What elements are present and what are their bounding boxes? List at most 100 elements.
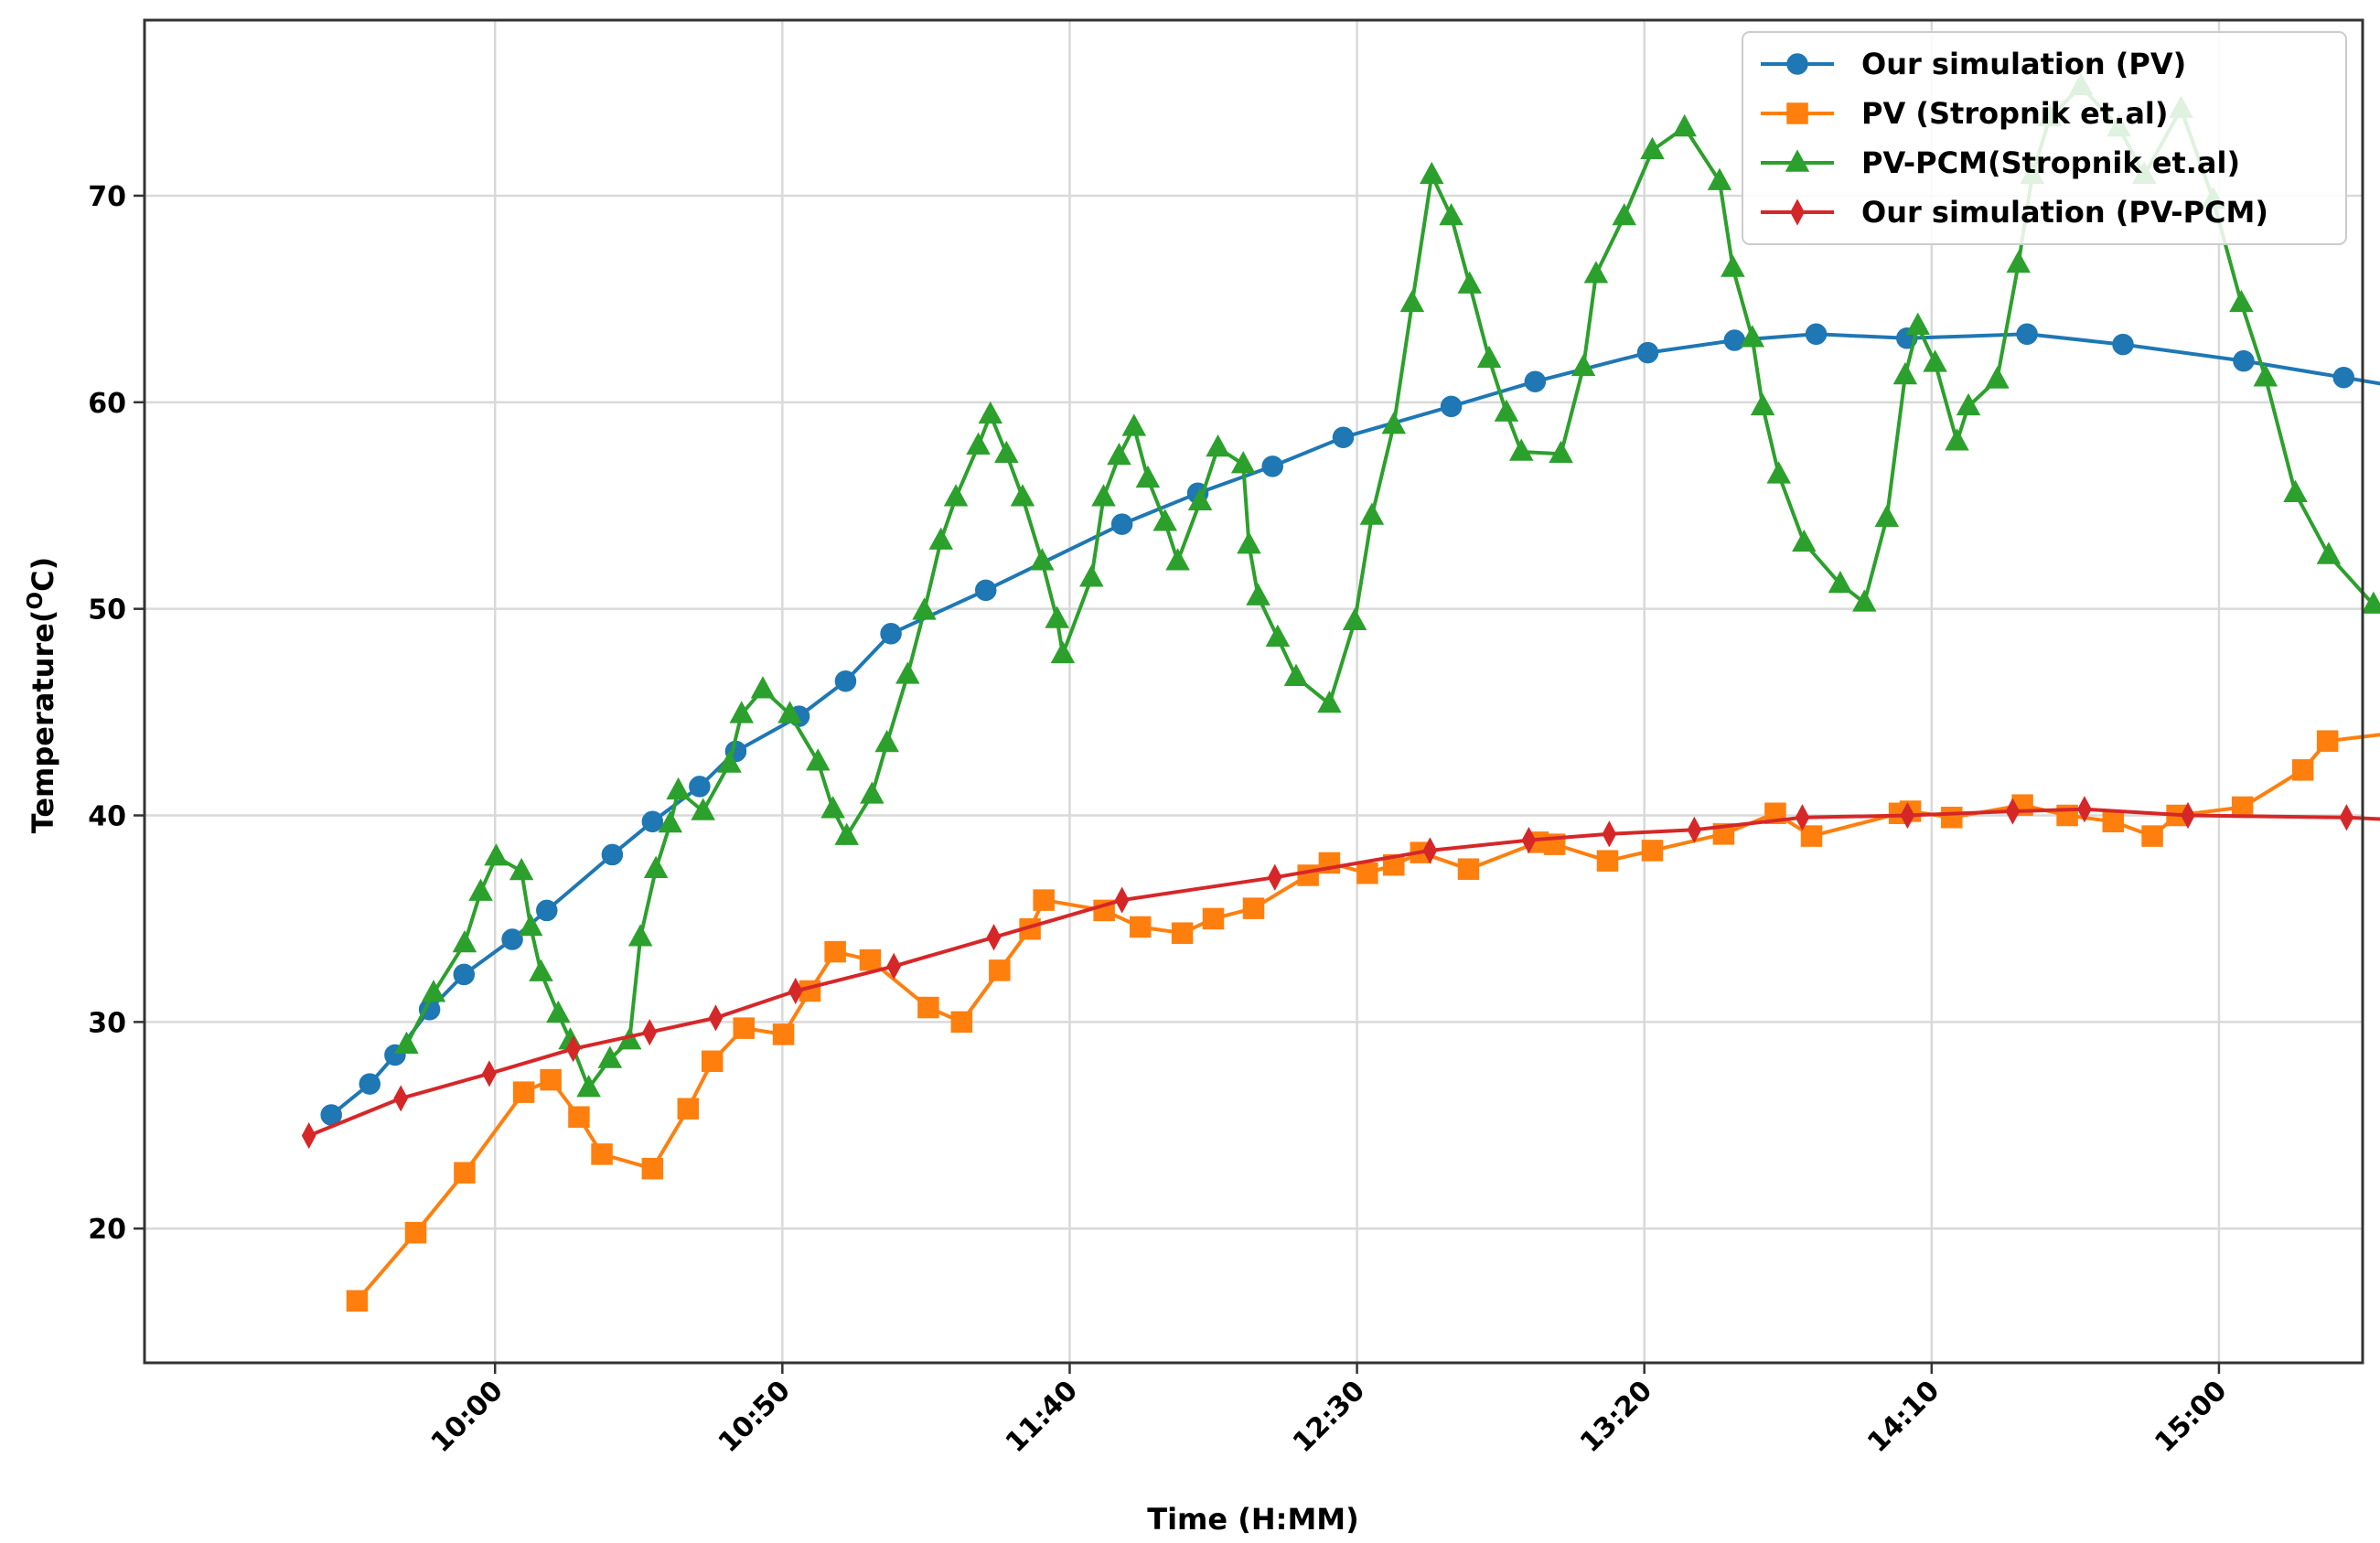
data-point	[750, 676, 776, 699]
data-point	[501, 928, 523, 950]
data-point	[859, 948, 882, 971]
data-point	[677, 1098, 700, 1120]
data-point	[1687, 816, 1702, 843]
data-point	[568, 1106, 590, 1128]
data-point	[1265, 624, 1291, 648]
data-point	[1672, 113, 1697, 137]
data-point	[404, 1221, 427, 1244]
data-point	[1524, 370, 1547, 392]
data-point	[2339, 804, 2354, 831]
data-point	[1171, 922, 1194, 944]
y-tick-label: 30	[88, 1007, 126, 1039]
data-point	[1206, 434, 1230, 457]
data-point	[1596, 850, 1619, 872]
data-point	[834, 670, 857, 692]
data-point	[1792, 529, 1817, 552]
data-point	[359, 1073, 381, 1095]
data-point	[1135, 465, 1161, 488]
y-tick-label: 60	[88, 388, 126, 420]
data-point	[691, 798, 715, 820]
data-point	[689, 776, 711, 798]
data-point	[394, 1031, 419, 1054]
data-point	[1457, 271, 1482, 294]
data-point	[1045, 605, 1069, 628]
data-point	[540, 1068, 562, 1091]
data-point	[1091, 484, 1116, 507]
data-point	[1707, 167, 1732, 190]
data-point	[1439, 202, 1463, 226]
data-point	[1230, 451, 1256, 474]
data-point	[2016, 323, 2038, 346]
y-tick-label: 70	[88, 181, 126, 213]
data-point	[346, 1290, 369, 1312]
data-point	[536, 899, 558, 922]
data-point	[1114, 886, 1130, 914]
data-point	[1283, 663, 1309, 686]
data-point	[895, 661, 920, 684]
data-point	[1383, 853, 1405, 876]
data-point	[1152, 509, 1178, 531]
legend-swatch-marker	[1785, 149, 1810, 172]
data-point	[1359, 502, 1385, 525]
data-point	[2291, 759, 2314, 781]
data-point	[820, 796, 845, 819]
grid-lines	[145, 20, 2363, 1363]
data-point	[546, 1000, 571, 1023]
data-point	[1923, 349, 1947, 372]
legend-swatch-marker	[1786, 102, 1808, 124]
data-point	[974, 579, 997, 602]
data-point	[772, 1023, 795, 1045]
data-point	[454, 1162, 476, 1184]
data-point	[2361, 591, 2380, 614]
data-point	[1381, 412, 1407, 434]
data-point	[1721, 254, 1745, 277]
data-point	[733, 1017, 756, 1039]
data-point	[912, 597, 937, 620]
y-tick-label: 20	[88, 1214, 126, 1246]
data-point	[641, 1157, 664, 1180]
data-point	[1202, 907, 1225, 930]
data-point	[966, 432, 991, 455]
data-point	[986, 924, 1002, 951]
series-layer	[301, 72, 2380, 1312]
legend-entry: Our simulation (PV)	[1861, 47, 2186, 81]
data-point	[565, 1035, 581, 1063]
data-point	[1602, 820, 1617, 848]
data-point	[2141, 825, 2163, 847]
data-point	[1828, 570, 1853, 594]
data-point	[2006, 250, 2031, 273]
data-point	[1422, 837, 1438, 864]
data-point	[509, 857, 534, 881]
x-axis-title: Time (H:MM)	[1147, 1502, 1359, 1537]
y-axis-ticks: 20 30 40 50 60 70	[88, 181, 145, 1246]
data-point	[1237, 531, 1261, 554]
legend-entry: Our simulation (PV-PCM)	[1861, 195, 2268, 230]
y-axis-title: Temperature(OC)	[24, 557, 60, 833]
data-point	[1267, 863, 1282, 891]
data-point	[1766, 461, 1791, 484]
data-point	[886, 952, 902, 980]
data-point	[1892, 361, 1918, 385]
data-point	[1583, 261, 1609, 284]
data-point	[2316, 730, 2339, 752]
series-diamond	[301, 796, 2380, 1150]
data-point	[928, 527, 954, 550]
data-point	[860, 781, 884, 804]
legend-box	[1742, 31, 2347, 245]
data-point	[1800, 825, 1823, 847]
data-point	[874, 729, 899, 753]
data-point	[978, 401, 1003, 424]
data-point	[301, 1121, 316, 1150]
data-point	[1033, 889, 1055, 911]
data-point	[1457, 858, 1480, 880]
data-point	[1332, 426, 1355, 448]
data-point	[1571, 353, 1596, 377]
data-point	[393, 1085, 409, 1112]
data-point	[994, 440, 1019, 464]
data-point	[729, 701, 755, 723]
data-point	[482, 1060, 497, 1088]
data-point	[452, 929, 477, 953]
data-point	[597, 1045, 623, 1068]
data-point	[642, 1019, 658, 1046]
